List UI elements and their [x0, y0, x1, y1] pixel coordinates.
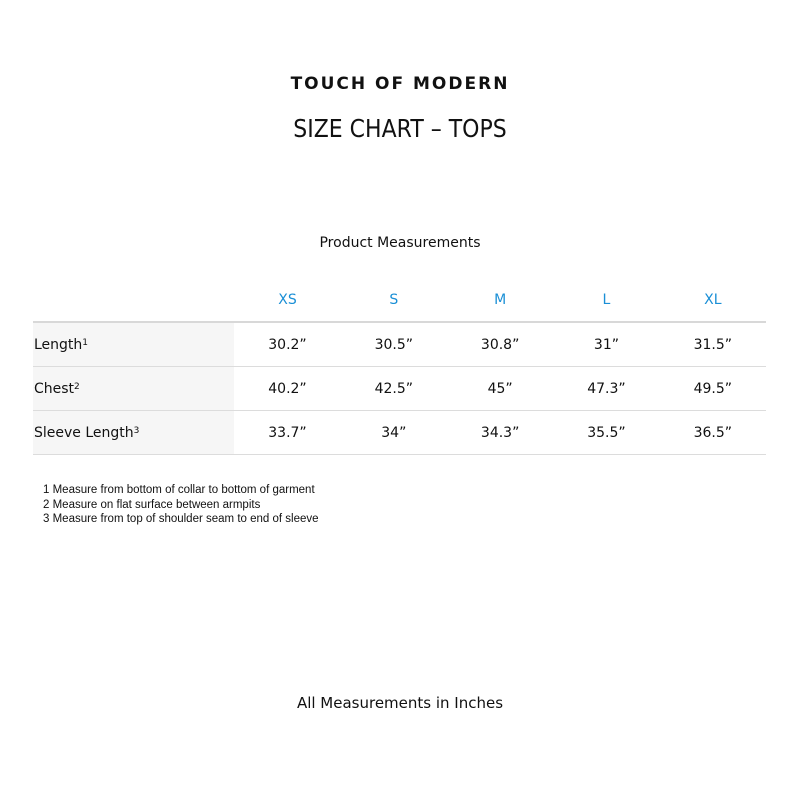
measurement-cell: 49.5” [659, 366, 766, 411]
size-header: XS [234, 278, 341, 323]
measurement-cell: 47.3” [553, 366, 660, 411]
size-header: L [553, 278, 660, 323]
footnote-ref: 1 [82, 337, 89, 348]
header-blank [33, 278, 235, 323]
table-row: Sleeve Length3 33.7” 34” 34.3” 35.5” 36.5” [33, 410, 766, 455]
measurement-cell: 33.7” [234, 410, 341, 455]
header-row: XS S M L XL [33, 278, 766, 323]
row-label-text: Chest [34, 380, 75, 397]
row-label-text: Length [34, 336, 83, 353]
measurement-cell: 30.5” [340, 322, 447, 367]
size-header: XL [659, 278, 766, 323]
measurement-cell: 35.5” [553, 410, 660, 455]
units-note: All Measurements in Inches [296, 694, 504, 712]
row-label: Chest2 [33, 366, 235, 411]
measurement-cell: 34.3” [446, 410, 554, 455]
table-caption: Product Measurements [319, 235, 481, 251]
table-row: Chest2 40.2” 42.5” 45” 47.3” 49.5” [33, 366, 766, 411]
footnotes: 1 Measure from bottom of collar to botto… [43, 483, 319, 527]
footnote: 3 Measure from top of shoulder seam to e… [43, 513, 319, 525]
measurement-cell: 40.2” [234, 366, 341, 411]
footnote-ref: 2 [74, 381, 80, 392]
measurement-cell: 45” [446, 366, 554, 411]
measurement-cell: 42.5” [340, 366, 447, 411]
measurement-cell: 34” [340, 410, 447, 455]
size-table: XS S M L XL Length1 30.2” 30.5” 30.8” 31” 31.… [33, 278, 766, 455]
measurement-cell: 36.5” [659, 410, 766, 455]
footnote: 1 Measure from bottom of collar to botto… [43, 484, 315, 496]
footnote: 2 Measure on flat surface between armpit… [43, 498, 261, 511]
measurement-cell: 31” [553, 322, 660, 367]
measurement-cell: 30.8” [446, 322, 554, 367]
size-header: S [340, 278, 447, 323]
brand-logo: TOUCH OF MODERN [290, 74, 510, 94]
measurement-cell: 31.5” [659, 322, 766, 367]
measurement-cell: 30.2” [234, 322, 341, 367]
page-title: SIZE CHART – TOPS [293, 114, 507, 143]
row-label-text: Sleeve Length [34, 424, 134, 441]
row-label: Length1 [33, 322, 235, 367]
row-label: Sleeve Length3 [33, 410, 235, 455]
footnote-ref: 3 [133, 425, 140, 436]
table-row: Length1 30.2” 30.5” 30.8” 31” 31.5” [33, 322, 766, 367]
size-header: M [446, 278, 554, 323]
